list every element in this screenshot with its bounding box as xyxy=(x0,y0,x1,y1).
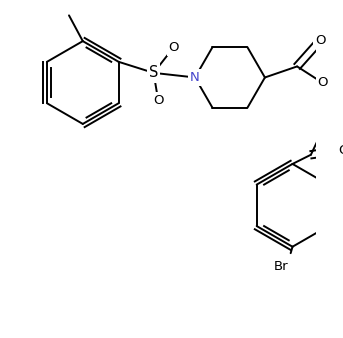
Text: N: N xyxy=(190,71,200,84)
Text: N: N xyxy=(190,71,200,84)
Text: O: O xyxy=(338,144,343,156)
Text: O: O xyxy=(169,41,179,54)
Text: O: O xyxy=(315,34,326,47)
Text: S: S xyxy=(149,65,158,80)
Text: O: O xyxy=(153,94,164,107)
Text: O: O xyxy=(318,76,328,90)
Text: Br: Br xyxy=(274,261,289,273)
